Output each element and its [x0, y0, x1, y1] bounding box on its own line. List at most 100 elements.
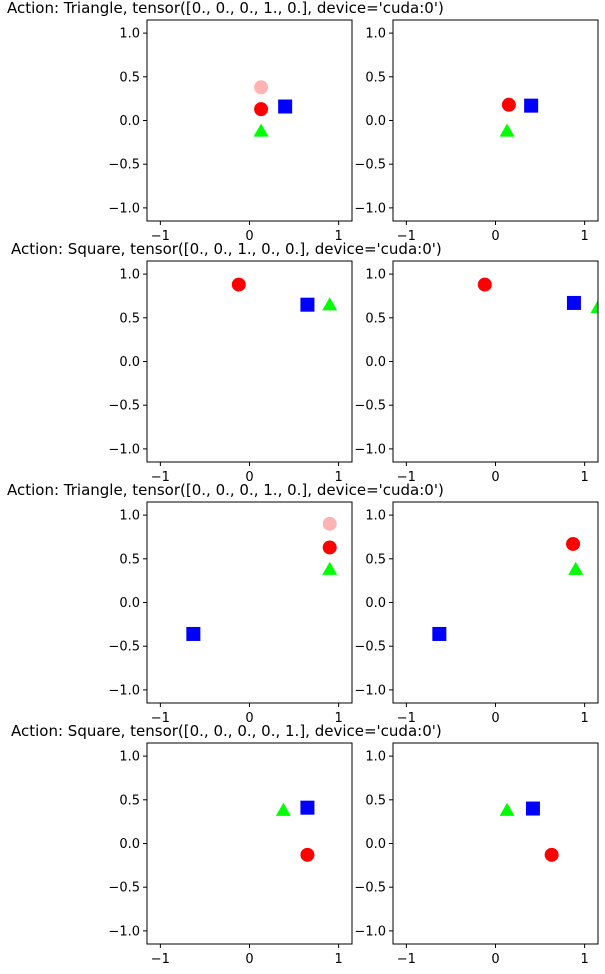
- y-tick-label: 1.0: [365, 750, 386, 765]
- y-tick-label: 0.5: [365, 70, 386, 85]
- faded-circle-marker: [254, 80, 269, 95]
- y-tick-label: 1.0: [365, 27, 386, 42]
- row-title: Action: Square, tensor([0., 0., 0., 0., …: [11, 722, 442, 740]
- y-tick-label: 0.0: [119, 837, 140, 852]
- y-tick-label: 0.0: [365, 355, 386, 370]
- plot-area: [147, 502, 352, 703]
- circle-marker: [322, 540, 337, 555]
- row-title: Action: Square, tensor([0., 0., 1., 0., …: [11, 240, 442, 258]
- y-tick-label: 0.5: [119, 311, 140, 326]
- y-tick-label: −0.5: [108, 640, 140, 655]
- y-tick-label: −1.0: [354, 201, 386, 216]
- y-tick-label: −1.0: [108, 201, 140, 216]
- y-tick-label: −1.0: [354, 442, 386, 457]
- panel-left: 1.0 0.5 0.0 −0.5 −1.0 −1 0 1: [108, 19, 353, 244]
- faded-circle-marker: [322, 516, 337, 531]
- plot-area: [147, 261, 352, 462]
- markers: [432, 536, 584, 641]
- triangle-marker: [499, 123, 515, 137]
- square-marker: [300, 800, 315, 815]
- y-tick-label: 0.5: [119, 552, 140, 567]
- panel-right: 1.0 0.5 0.0 −0.5 −1.0 −1 0 1: [354, 742, 599, 967]
- y-tick-label: 0.0: [365, 596, 386, 611]
- markers: [186, 516, 338, 641]
- y-tick-label: 0.5: [365, 552, 386, 567]
- markers: [253, 80, 293, 137]
- x-tick-label: 0: [245, 952, 253, 967]
- y-tick-label: 0.5: [119, 793, 140, 808]
- y-tick-label: 0.0: [365, 837, 386, 852]
- plot-area: [393, 502, 598, 703]
- circle-marker: [566, 536, 581, 551]
- square-marker: [566, 295, 581, 310]
- x-tick-label: −1: [397, 952, 416, 967]
- x-tick-label: −1: [151, 711, 170, 726]
- x-tick-label: −1: [151, 229, 170, 244]
- x-tick-label: 0: [491, 711, 499, 726]
- panel-right: 1.0 0.5 0.0 −0.5 −1.0 −1 0 1: [354, 19, 599, 244]
- panel-right: 1.0 0.5 0.0 −0.5 −1.0 −1 0 1: [354, 260, 599, 485]
- y-tick-label: 0.0: [119, 114, 140, 129]
- y-tick-label: 0.5: [365, 793, 386, 808]
- y-tick-label: 0.0: [119, 596, 140, 611]
- panel-right: 1.0 0.5 0.0 −0.5 −1.0 −1 0 1: [354, 501, 599, 726]
- square-marker: [278, 99, 293, 114]
- row-title: Action: Triangle, tensor([0., 0., 0., 1.…: [7, 481, 444, 499]
- markers: [231, 277, 338, 312]
- square-marker: [525, 801, 540, 816]
- circle-marker: [544, 847, 559, 862]
- row-title: Action: Triangle, tensor([0., 0., 0., 1.…: [7, 0, 444, 17]
- square-marker: [300, 297, 315, 312]
- y-tick-label: −1.0: [108, 924, 140, 939]
- x-tick-label: 1: [580, 711, 588, 726]
- y-tick-label: 1.0: [365, 268, 386, 283]
- y-tick-label: 0.5: [119, 70, 140, 85]
- x-tick-label: 0: [491, 952, 499, 967]
- circle-marker: [300, 847, 315, 862]
- x-tick-label: 0: [491, 229, 499, 244]
- plot-area: [147, 743, 352, 944]
- circle-marker: [254, 102, 269, 117]
- triangle-marker: [499, 802, 515, 816]
- panel-left: 1.0 0.5 0.0 −0.5 −1.0 −1 0 1: [108, 260, 353, 485]
- y-tick-label: −0.5: [354, 399, 386, 414]
- square-marker: [186, 626, 201, 641]
- x-tick-label: 0: [491, 470, 499, 485]
- y-tick-label: 0.0: [365, 114, 386, 129]
- circle-marker: [501, 97, 516, 112]
- x-tick-label: 0: [245, 229, 253, 244]
- plot-area: [393, 261, 598, 462]
- x-tick-label: 1: [334, 229, 342, 244]
- x-tick-label: 1: [334, 470, 342, 485]
- x-tick-label: −1: [397, 711, 416, 726]
- y-tick-label: 1.0: [119, 750, 140, 765]
- x-tick-label: 1: [580, 952, 588, 967]
- triangle-marker: [322, 297, 338, 311]
- markers: [499, 801, 559, 862]
- y-tick-label: 0.0: [119, 355, 140, 370]
- x-tick-label: 1: [334, 711, 342, 726]
- circle-marker: [477, 277, 492, 292]
- x-tick-label: 0: [245, 470, 253, 485]
- y-tick-label: −0.5: [108, 399, 140, 414]
- x-tick-label: 0: [245, 711, 253, 726]
- x-tick-label: −1: [397, 470, 416, 485]
- y-tick-label: −0.5: [354, 881, 386, 896]
- triangle-marker: [253, 123, 269, 137]
- circle-marker: [231, 277, 246, 292]
- markers: [275, 800, 315, 862]
- y-tick-label: 1.0: [365, 509, 386, 524]
- square-marker: [524, 98, 539, 113]
- plot-area: [393, 20, 598, 221]
- y-tick-label: −1.0: [354, 683, 386, 698]
- x-tick-label: −1: [151, 952, 170, 967]
- triangle-marker: [590, 299, 598, 313]
- plot-area: [147, 20, 352, 221]
- x-tick-label: −1: [397, 229, 416, 244]
- markers: [499, 97, 539, 137]
- x-tick-label: 1: [580, 229, 588, 244]
- panel-left: 1.0 0.5 0.0 −0.5 −1.0 −1 0 1: [108, 742, 353, 967]
- y-tick-label: −1.0: [108, 442, 140, 457]
- y-tick-label: −0.5: [108, 881, 140, 896]
- triangle-marker: [568, 561, 584, 575]
